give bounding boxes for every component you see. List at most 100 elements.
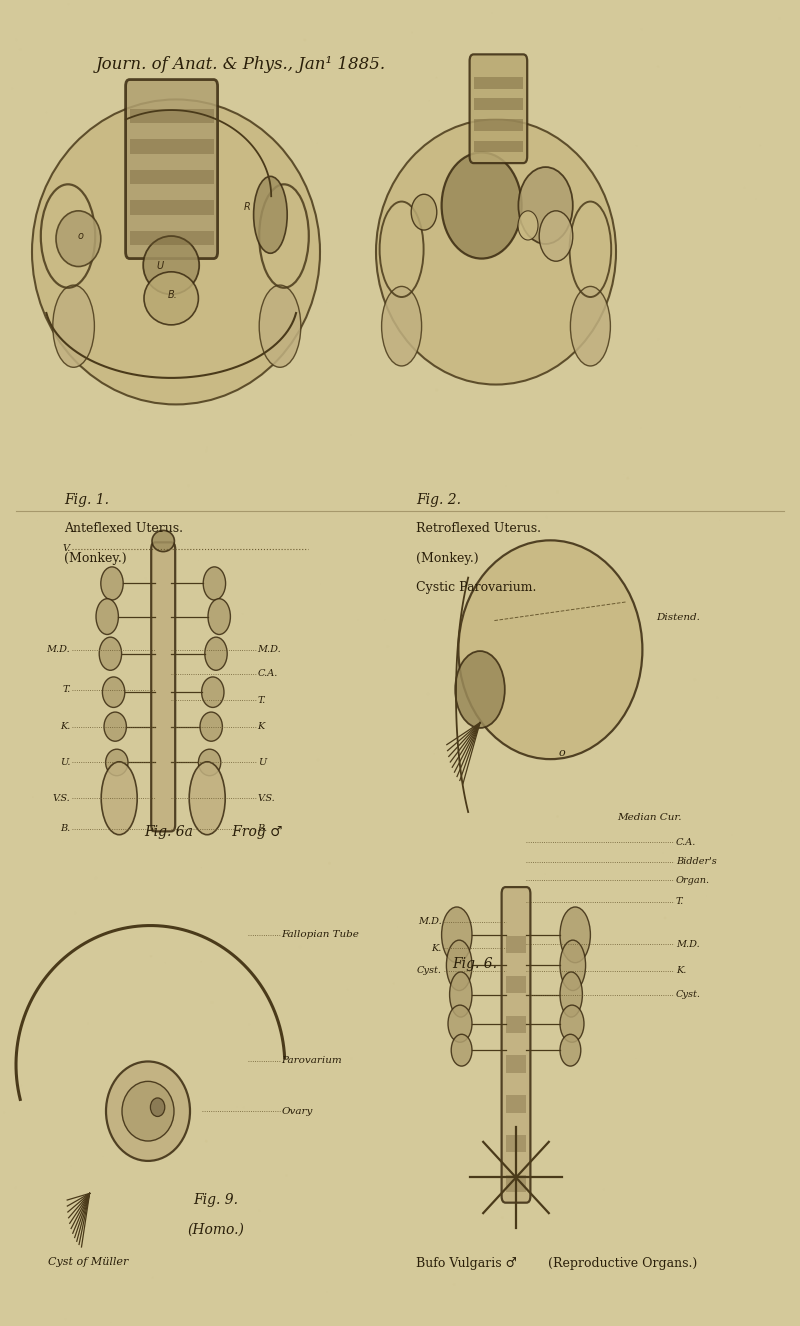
Text: V.S.: V.S. [258, 794, 275, 802]
Text: Fig. 2.: Fig. 2. [416, 493, 461, 508]
Ellipse shape [122, 1082, 174, 1140]
Ellipse shape [102, 678, 125, 708]
Text: Fallopian Tube: Fallopian Tube [282, 931, 359, 939]
Text: K.: K. [676, 967, 686, 975]
Text: Retroflexed Uterus.: Retroflexed Uterus. [416, 522, 541, 536]
Ellipse shape [32, 99, 320, 404]
Ellipse shape [718, 815, 721, 818]
Text: Median Cur.: Median Cur. [618, 813, 682, 822]
Text: M.D.: M.D. [258, 646, 282, 654]
Ellipse shape [258, 1209, 260, 1212]
Bar [506, 1055, 526, 1073]
Ellipse shape [442, 152, 522, 259]
Bar [474, 119, 523, 131]
Ellipse shape [190, 761, 226, 835]
Ellipse shape [328, 862, 331, 865]
FancyBboxPatch shape [151, 542, 175, 831]
Text: Fig. 1.: Fig. 1. [64, 493, 109, 508]
Ellipse shape [537, 316, 538, 317]
Ellipse shape [560, 972, 582, 1017]
Ellipse shape [560, 907, 590, 963]
Text: Bidder's: Bidder's [676, 858, 717, 866]
Ellipse shape [789, 829, 790, 830]
Ellipse shape [415, 50, 418, 53]
Text: B.: B. [168, 290, 178, 301]
Text: Fig. 6.: Fig. 6. [452, 957, 497, 972]
Ellipse shape [198, 749, 221, 776]
Text: Journ. of Anat. & Phys., Jan¹ 1885.: Journ. of Anat. & Phys., Jan¹ 1885. [96, 56, 386, 73]
Bar [130, 200, 214, 215]
Text: K: K [258, 723, 265, 731]
Bar [474, 98, 523, 110]
Text: M.D.: M.D. [46, 646, 70, 654]
Ellipse shape [208, 599, 230, 634]
Bar [130, 139, 214, 154]
Ellipse shape [376, 119, 616, 385]
Ellipse shape [560, 1034, 581, 1066]
Ellipse shape [518, 211, 538, 240]
Text: K.: K. [60, 723, 70, 731]
FancyBboxPatch shape [126, 80, 218, 259]
Ellipse shape [101, 566, 123, 599]
Bar [474, 77, 523, 89]
Ellipse shape [728, 497, 730, 499]
Ellipse shape [150, 1098, 165, 1116]
Ellipse shape [534, 556, 536, 557]
Ellipse shape [448, 1005, 472, 1042]
Bar [130, 170, 214, 184]
Text: U: U [258, 758, 266, 766]
Ellipse shape [60, 326, 61, 328]
Ellipse shape [501, 1216, 504, 1219]
Ellipse shape [205, 1140, 208, 1143]
Bar [506, 1016, 526, 1033]
Text: B.: B. [258, 825, 268, 833]
Ellipse shape [96, 599, 118, 634]
Bar [506, 1135, 526, 1152]
Ellipse shape [434, 753, 435, 754]
Ellipse shape [411, 195, 437, 231]
Text: o: o [558, 748, 565, 758]
Ellipse shape [539, 211, 573, 261]
Ellipse shape [694, 678, 696, 682]
Ellipse shape [32, 796, 34, 798]
Ellipse shape [571, 450, 573, 451]
Text: Ovary: Ovary [282, 1107, 313, 1115]
Ellipse shape [143, 236, 199, 294]
Ellipse shape [150, 955, 152, 957]
Text: C.A.: C.A. [258, 670, 278, 678]
Bar [474, 141, 523, 152]
Ellipse shape [192, 1201, 195, 1204]
Ellipse shape [791, 778, 794, 780]
Bar [506, 1175, 526, 1192]
Ellipse shape [518, 167, 573, 244]
Bar [130, 231, 214, 245]
Ellipse shape [446, 940, 472, 991]
Text: T.: T. [62, 686, 70, 693]
Ellipse shape [556, 491, 559, 493]
Ellipse shape [626, 477, 629, 480]
Ellipse shape [303, 38, 306, 41]
FancyBboxPatch shape [502, 887, 530, 1203]
Ellipse shape [621, 585, 622, 586]
Text: V.S.: V.S. [53, 794, 70, 802]
Bar [506, 936, 526, 953]
Ellipse shape [305, 36, 308, 38]
Ellipse shape [570, 286, 610, 366]
Ellipse shape [234, 252, 236, 255]
Text: Cyst.: Cyst. [676, 991, 701, 998]
Ellipse shape [152, 530, 174, 552]
Ellipse shape [254, 176, 287, 253]
Ellipse shape [53, 285, 94, 367]
Text: o: o [78, 231, 84, 241]
Text: B.: B. [60, 825, 70, 833]
Ellipse shape [190, 1132, 193, 1135]
Text: T.: T. [676, 898, 684, 906]
Ellipse shape [442, 907, 472, 963]
Text: (Reproductive Organs.): (Reproductive Organs.) [548, 1257, 698, 1270]
Ellipse shape [106, 1061, 190, 1162]
Ellipse shape [744, 187, 746, 188]
Text: Anteflexed Uterus.: Anteflexed Uterus. [64, 522, 183, 536]
Ellipse shape [104, 712, 126, 741]
Ellipse shape [119, 651, 122, 654]
Ellipse shape [580, 599, 582, 601]
